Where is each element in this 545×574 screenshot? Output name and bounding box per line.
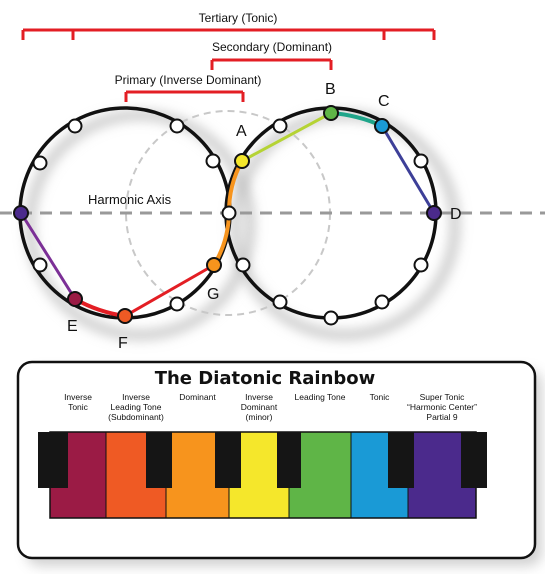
secondary-bracket	[210, 58, 333, 70]
node-b	[323, 105, 339, 121]
key-label: Tonic	[370, 392, 391, 402]
node	[413, 257, 429, 273]
black-key	[277, 432, 301, 488]
white-nodes	[32, 118, 429, 326]
black-key	[461, 432, 487, 488]
label-f: F	[118, 335, 128, 352]
label-a: A	[236, 123, 247, 140]
label-d: D	[450, 206, 462, 223]
label-g: G	[207, 286, 219, 303]
key-label: Inverse Tonic	[64, 392, 92, 412]
harmonic-axis-label: Harmonic Axis	[88, 192, 172, 207]
key-label: Dominant	[179, 392, 216, 402]
node-axis-left	[13, 205, 29, 221]
key-label: Super Tonic “Harmonic Center” Partial 9	[407, 392, 477, 422]
node-e	[67, 291, 83, 307]
panel-title: The Diatonic Rainbow	[155, 368, 376, 389]
node	[272, 294, 288, 310]
node	[32, 257, 48, 273]
node-d	[426, 205, 442, 221]
piano-keys	[38, 431, 487, 519]
node	[32, 155, 48, 171]
label-c: C	[378, 93, 390, 110]
label-e: E	[67, 318, 78, 335]
node	[169, 296, 185, 312]
tertiary-bracket	[21, 28, 436, 40]
primary-bracket	[124, 90, 245, 102]
key-label: Inverse Dominant (minor)	[241, 392, 278, 422]
label-b: B	[325, 81, 336, 98]
black-key	[388, 432, 414, 488]
primary-label: Primary (Inverse Dominant)	[115, 73, 262, 87]
key-label: Leading Tone	[295, 392, 346, 402]
segment-a-to-b	[241, 111, 332, 163]
node-g	[206, 257, 222, 273]
black-key	[38, 432, 68, 488]
node	[169, 118, 185, 134]
tertiary-label: Tertiary (Tonic)	[199, 11, 278, 25]
node	[235, 257, 251, 273]
node-f	[117, 308, 133, 324]
node	[413, 153, 429, 169]
node	[221, 205, 237, 221]
black-key	[146, 432, 172, 488]
node	[323, 310, 339, 326]
segment-c-to-d	[380, 125, 436, 214]
key-label: Inverse Leading Tone (Subdominant)	[108, 392, 164, 422]
segment-g-to-f	[124, 263, 215, 318]
node	[374, 294, 390, 310]
node-c	[374, 118, 390, 134]
segment-e-to-axis	[19, 212, 77, 300]
key-labels: Inverse Tonic Inverse Leading Tone (Subdomin…	[64, 392, 477, 422]
secondary-label: Secondary (Dominant)	[212, 40, 332, 54]
black-key	[215, 432, 241, 488]
node	[67, 118, 83, 134]
node	[205, 153, 221, 169]
node-a	[234, 153, 250, 169]
node	[272, 118, 288, 134]
